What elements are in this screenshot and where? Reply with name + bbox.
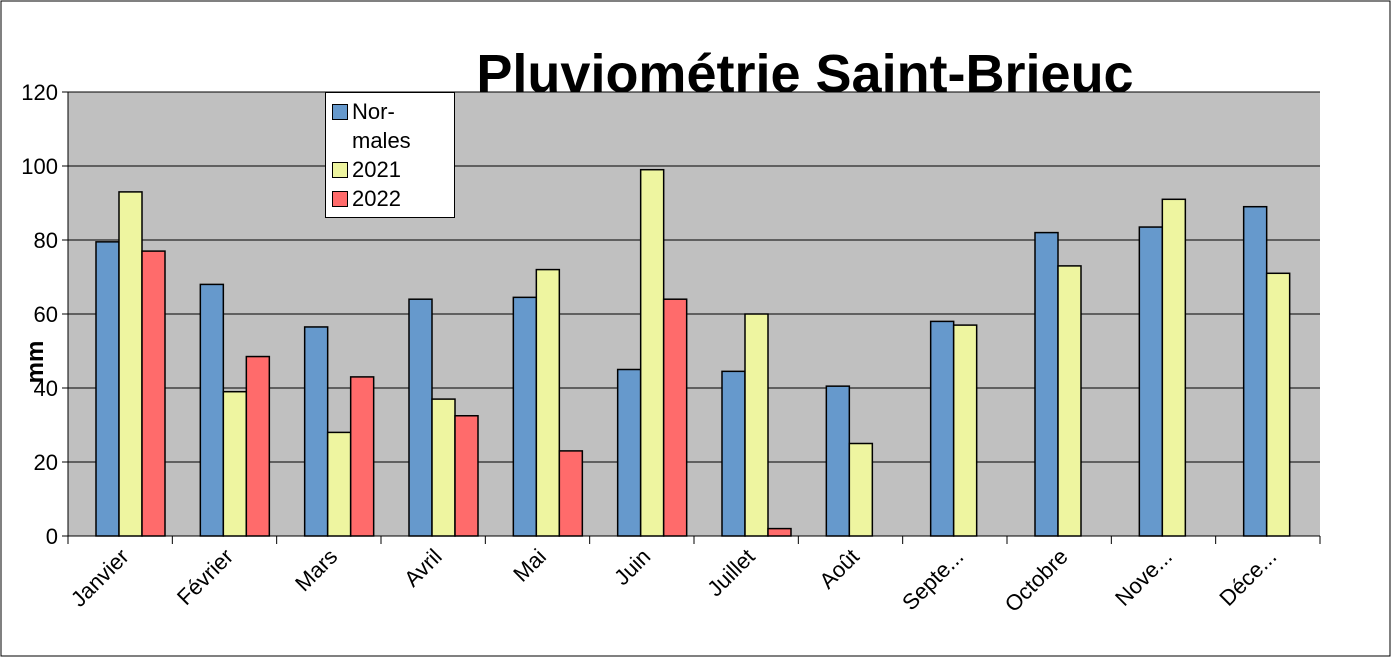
bar (326, 431, 352, 537)
legend-swatch (332, 162, 348, 178)
bar (408, 298, 433, 537)
chart-title: Pluviométrie Saint-Brieuc (476, 44, 1133, 104)
bar (199, 283, 225, 537)
bar (454, 415, 479, 537)
bar (744, 313, 769, 537)
bar (1057, 265, 1082, 537)
legend-item: 2022 (332, 184, 450, 213)
bar (1265, 272, 1291, 537)
legend-label: 2022 (352, 186, 401, 211)
bar (825, 385, 851, 537)
y-tick-label: 60 (34, 302, 58, 327)
legend-swatch (332, 104, 348, 120)
bar (662, 298, 688, 537)
bar (639, 168, 665, 537)
y-tick-label: 0 (46, 524, 58, 549)
bar (1161, 198, 1187, 537)
bar (1034, 231, 1059, 537)
bar (952, 324, 978, 537)
legend-swatch (332, 191, 348, 207)
bar (141, 250, 166, 537)
bar (512, 296, 538, 537)
bar (721, 370, 746, 537)
bar (245, 355, 271, 537)
y-tick-label: 80 (34, 228, 58, 253)
bar (222, 390, 248, 537)
legend-label: 2021 (352, 157, 401, 182)
y-axis-label: mm (22, 341, 49, 384)
y-tick-label: 100 (21, 154, 58, 179)
bar (431, 398, 456, 537)
bar (1138, 226, 1164, 537)
bar (95, 241, 120, 537)
bar (616, 368, 642, 537)
legend-item: Nor-males (332, 97, 450, 155)
bar (303, 326, 329, 537)
bar (535, 268, 561, 537)
bar (349, 376, 375, 537)
bar (558, 450, 584, 537)
bar (118, 191, 143, 537)
legend-label: Nor-males (352, 99, 411, 153)
bar (767, 527, 792, 537)
bar (848, 442, 874, 537)
y-tick-label: 120 (21, 80, 58, 105)
bar (929, 320, 955, 537)
legend-item: 2021 (332, 155, 450, 184)
y-tick-label: 20 (34, 450, 58, 475)
y-tick-label: 40 (34, 376, 58, 401)
legend: Nor-males 2021 2022 (325, 92, 455, 218)
bar (1242, 205, 1268, 537)
